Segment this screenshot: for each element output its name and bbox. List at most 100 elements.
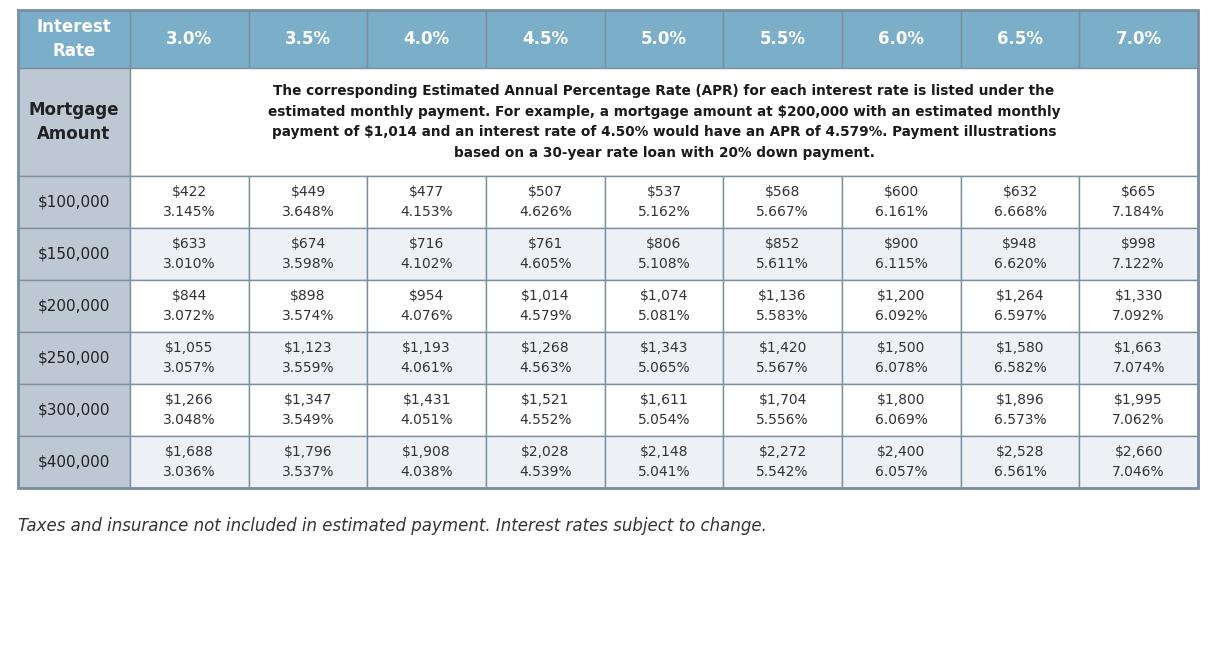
Bar [486, 436, 604, 488]
Text: $665
7.184%: $665 7.184% [1113, 185, 1165, 218]
Bar [130, 280, 248, 332]
Text: $600
6.161%: $600 6.161% [874, 185, 928, 218]
Text: $1,704
5.556%: $1,704 5.556% [756, 393, 809, 427]
Text: $1,796
3.537%: $1,796 3.537% [282, 446, 334, 479]
Bar [961, 436, 1080, 488]
Text: The corresponding Estimated Annual Percentage Rate (APR) for each interest rate : The corresponding Estimated Annual Perce… [268, 84, 1060, 160]
Text: $2,660
7.046%: $2,660 7.046% [1113, 446, 1165, 479]
Text: $852
5.611%: $852 5.611% [756, 237, 809, 271]
Bar [367, 228, 486, 280]
Text: $633
3.010%: $633 3.010% [163, 237, 215, 271]
Bar [604, 384, 724, 436]
Text: $537
5.162%: $537 5.162% [637, 185, 691, 218]
Text: $1,347
3.549%: $1,347 3.549% [282, 393, 334, 427]
Bar [1080, 332, 1198, 384]
Bar [486, 176, 604, 228]
Bar [130, 228, 248, 280]
Bar [367, 436, 486, 488]
Text: $449
3.648%: $449 3.648% [282, 185, 334, 218]
Bar [604, 280, 724, 332]
Bar [486, 228, 604, 280]
Bar [18, 68, 130, 176]
Text: $632
6.668%: $632 6.668% [993, 185, 1047, 218]
Bar [841, 280, 961, 332]
Text: $1,055
3.057%: $1,055 3.057% [163, 341, 215, 375]
Bar [841, 10, 961, 68]
Text: $844
3.072%: $844 3.072% [163, 289, 215, 323]
Bar [724, 332, 841, 384]
Bar [724, 436, 841, 488]
Bar [18, 280, 130, 332]
Text: $150,000: $150,000 [38, 247, 111, 261]
Text: $1,266
3.048%: $1,266 3.048% [163, 393, 215, 427]
Text: $1,193
4.061%: $1,193 4.061% [400, 341, 454, 375]
Bar [367, 280, 486, 332]
Bar [367, 176, 486, 228]
Bar [724, 10, 841, 68]
Bar [486, 332, 604, 384]
Text: $300,000: $300,000 [38, 403, 111, 417]
Bar [18, 228, 130, 280]
Bar [604, 176, 724, 228]
Text: $1,611
5.054%: $1,611 5.054% [637, 393, 691, 427]
Bar [1080, 228, 1198, 280]
Text: Interest
Rate: Interest Rate [36, 18, 112, 60]
Text: $761
4.605%: $761 4.605% [519, 237, 572, 271]
Bar [841, 436, 961, 488]
Bar [130, 332, 248, 384]
Bar [130, 176, 248, 228]
Text: $422
3.145%: $422 3.145% [163, 185, 215, 218]
Text: $900
6.115%: $900 6.115% [874, 237, 928, 271]
Bar [1080, 436, 1198, 488]
Text: Mortgage
Amount: Mortgage Amount [29, 101, 119, 143]
Bar [724, 384, 841, 436]
Text: $2,148
5.041%: $2,148 5.041% [637, 446, 691, 479]
Text: 7.0%: 7.0% [1115, 30, 1161, 48]
Bar [130, 10, 248, 68]
Bar [248, 436, 367, 488]
Bar [130, 436, 248, 488]
Bar [961, 332, 1080, 384]
Bar [486, 10, 604, 68]
Text: $998
7.122%: $998 7.122% [1113, 237, 1165, 271]
Text: $1,521
4.552%: $1,521 4.552% [519, 393, 572, 427]
Bar [604, 10, 724, 68]
Text: $1,580
6.582%: $1,580 6.582% [993, 341, 1047, 375]
Text: $1,896
6.573%: $1,896 6.573% [993, 393, 1046, 427]
Text: $507
4.626%: $507 4.626% [519, 185, 572, 218]
Bar [1080, 10, 1198, 68]
Text: $568
5.667%: $568 5.667% [756, 185, 809, 218]
Text: $2,528
6.561%: $2,528 6.561% [993, 446, 1047, 479]
Bar [248, 228, 367, 280]
Text: $1,264
6.597%: $1,264 6.597% [993, 289, 1047, 323]
Text: 4.5%: 4.5% [522, 30, 568, 48]
Text: $2,028
4.539%: $2,028 4.539% [519, 446, 572, 479]
Text: $477
4.153%: $477 4.153% [400, 185, 454, 218]
Bar [130, 68, 1198, 176]
Text: $1,136
5.583%: $1,136 5.583% [756, 289, 809, 323]
Bar [841, 332, 961, 384]
Text: $100,000: $100,000 [38, 194, 111, 210]
Text: $250,000: $250,000 [38, 350, 111, 366]
Text: $1,688
3.036%: $1,688 3.036% [163, 446, 215, 479]
Text: $1,500
6.078%: $1,500 6.078% [876, 341, 928, 375]
Text: $1,420
5.567%: $1,420 5.567% [756, 341, 809, 375]
Text: $954
4.076%: $954 4.076% [400, 289, 454, 323]
Bar [18, 10, 130, 68]
Text: $2,272
5.542%: $2,272 5.542% [756, 446, 809, 479]
Bar [1080, 176, 1198, 228]
Text: $1,431
4.051%: $1,431 4.051% [400, 393, 454, 427]
Bar [961, 10, 1080, 68]
Text: $1,908
4.038%: $1,908 4.038% [400, 446, 454, 479]
Bar [18, 10, 1198, 488]
Text: 3.0%: 3.0% [167, 30, 213, 48]
Bar [486, 384, 604, 436]
Bar [961, 280, 1080, 332]
Text: $1,663
7.074%: $1,663 7.074% [1113, 341, 1165, 375]
Text: $1,200
6.092%: $1,200 6.092% [876, 289, 928, 323]
Bar [367, 332, 486, 384]
Text: $1,343
5.065%: $1,343 5.065% [637, 341, 691, 375]
Bar [18, 332, 130, 384]
Bar [961, 176, 1080, 228]
Text: $948
6.620%: $948 6.620% [993, 237, 1047, 271]
